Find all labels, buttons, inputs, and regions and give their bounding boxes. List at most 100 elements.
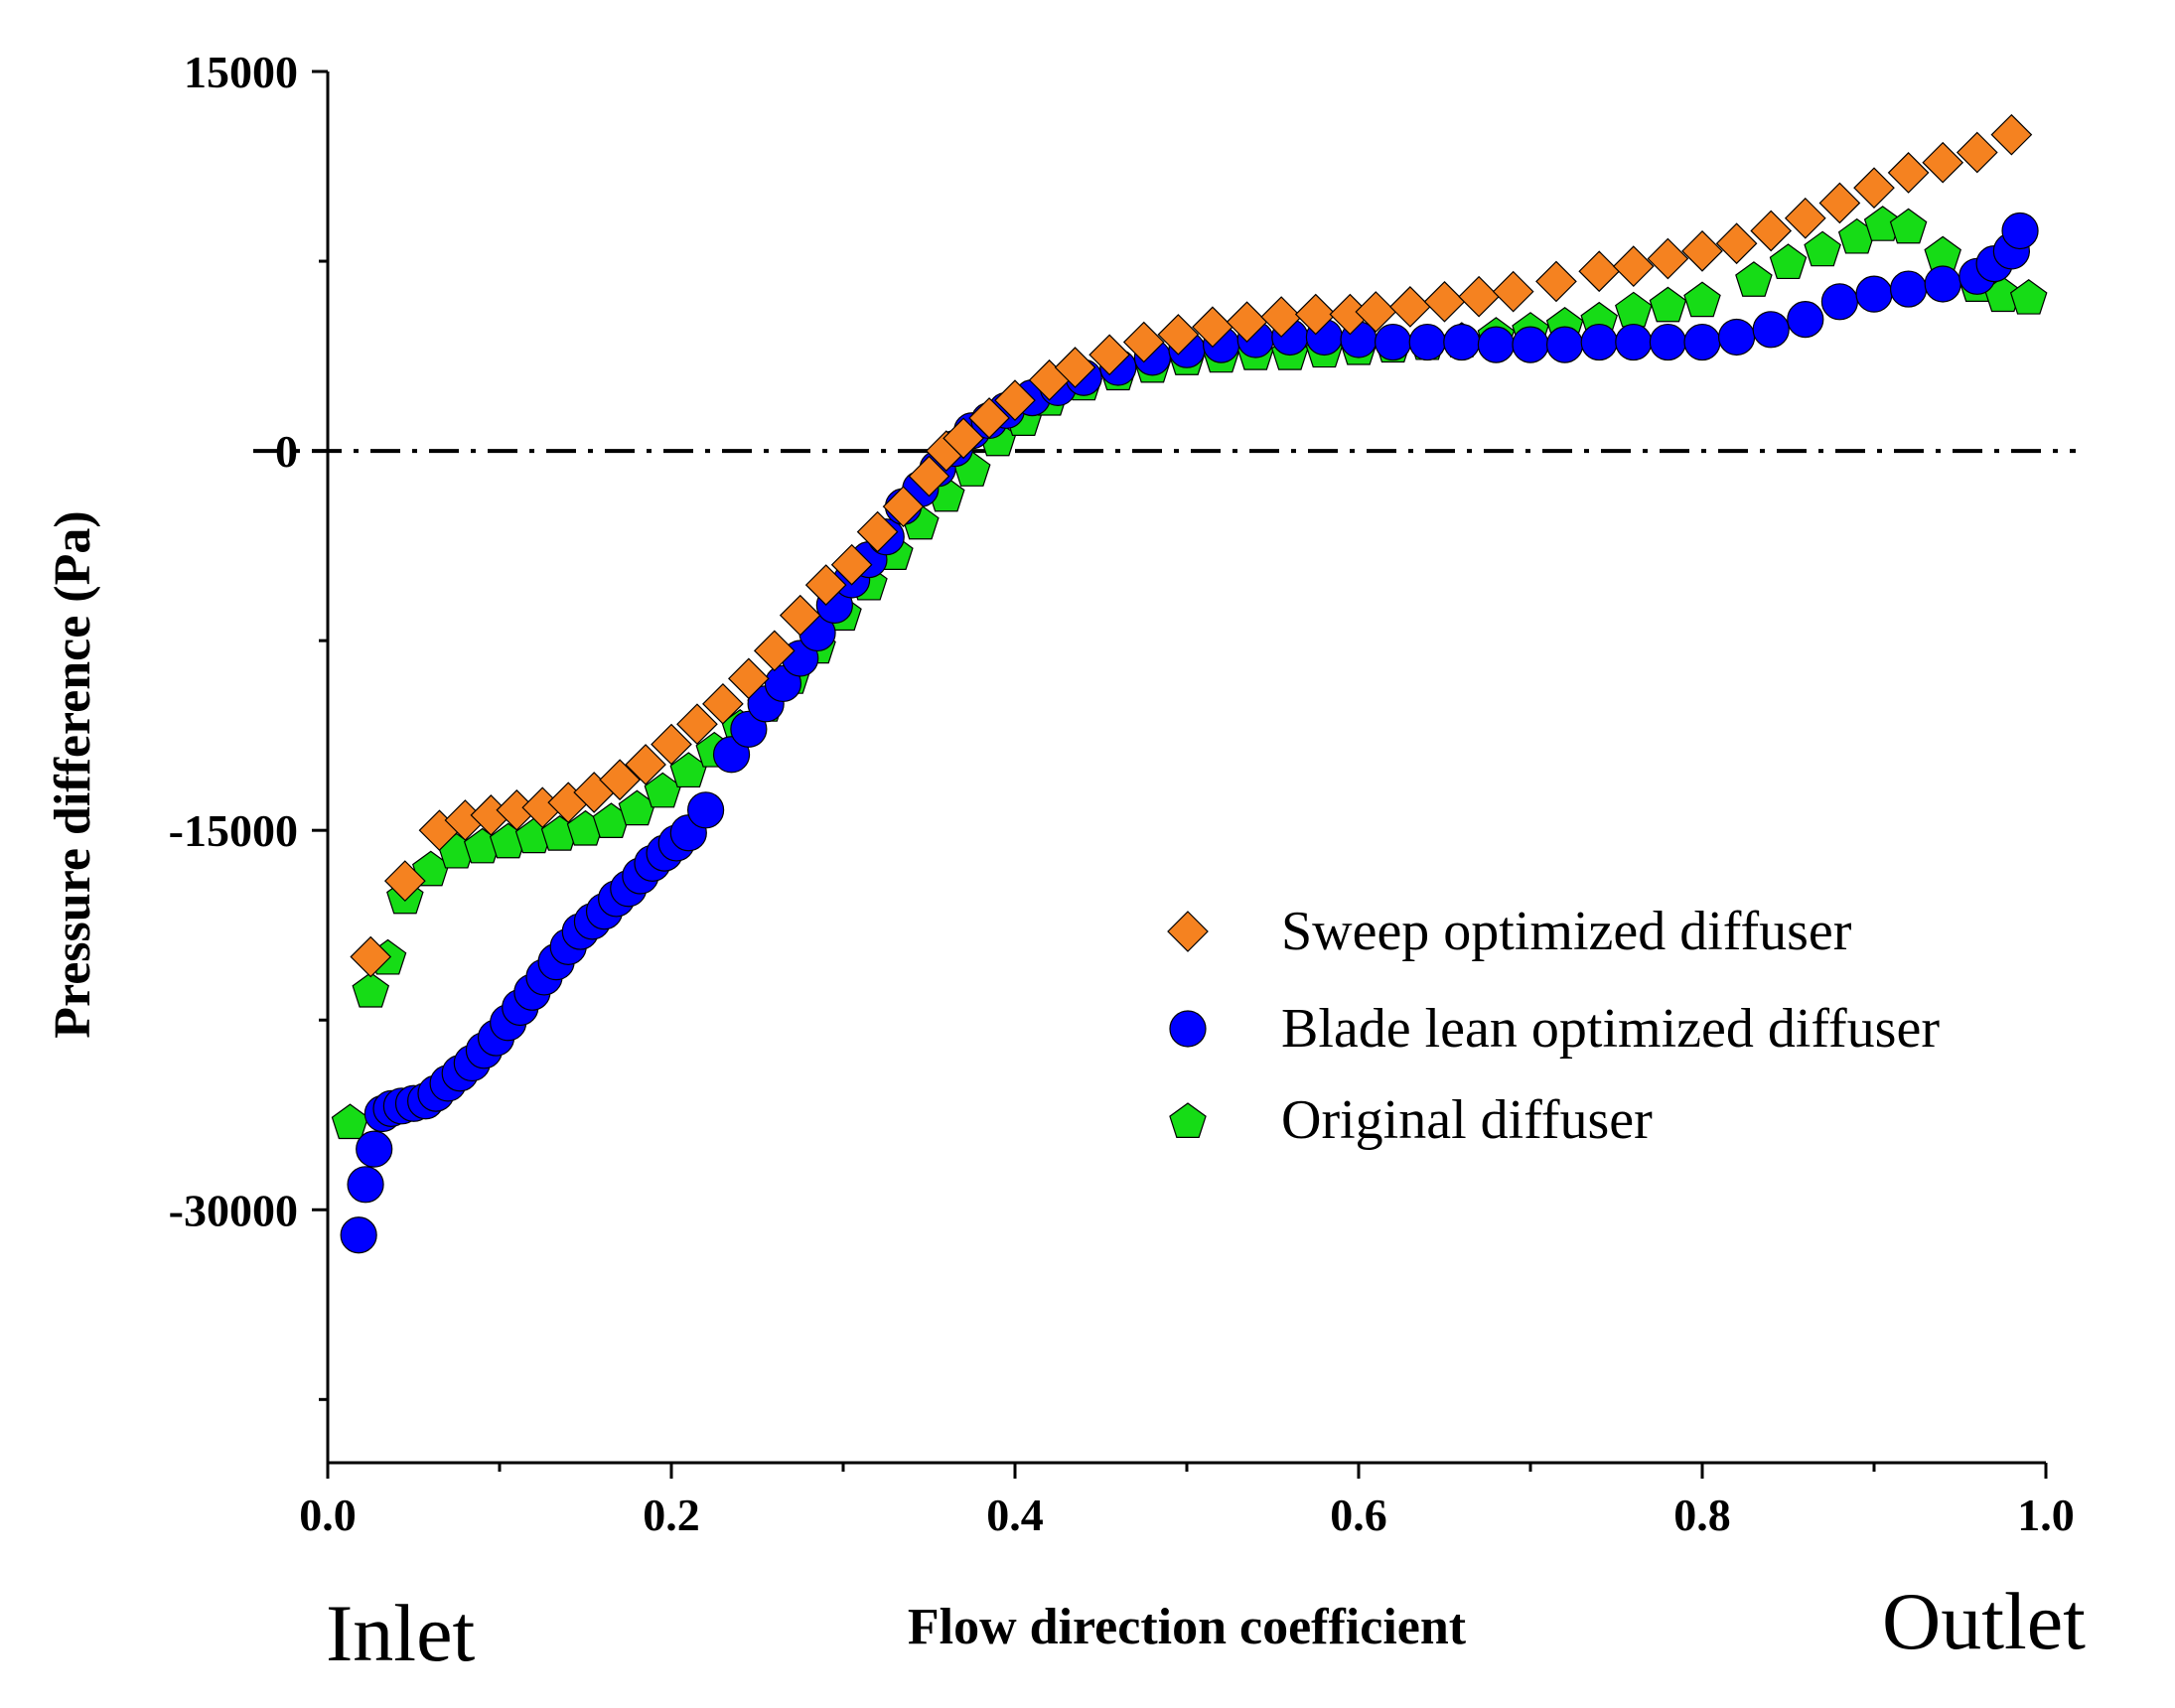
data-point	[1924, 265, 1961, 303]
data-point	[1355, 291, 1397, 333]
data-point	[1804, 230, 1841, 267]
x-tick-label: 0.8	[1673, 1490, 1731, 1540]
data-point	[1683, 281, 1721, 318]
data-point	[1408, 323, 1446, 361]
data-point	[340, 1216, 377, 1254]
x-tick-label: 1.0	[2017, 1490, 2075, 1540]
data-point	[753, 630, 796, 672]
data-point	[1853, 167, 1895, 210]
legend-label: Original diffuser	[1281, 1089, 1653, 1151]
outlet-label: Outlet	[1882, 1576, 2086, 1666]
data-point	[702, 682, 744, 725]
y-tick-label: 0	[275, 426, 298, 477]
data-point	[1717, 318, 1756, 356]
x-tick-label: 0.0	[299, 1490, 357, 1540]
inlet-label: Inlet	[326, 1588, 475, 1678]
x-tick-label: 0.2	[643, 1490, 700, 1540]
legend-marker	[1169, 1102, 1207, 1138]
data-point	[1615, 323, 1653, 361]
legend-marker	[1167, 911, 1209, 952]
data-point	[1157, 314, 1200, 356]
data-point	[1389, 286, 1431, 328]
data-point	[384, 860, 426, 902]
data-point	[779, 594, 821, 637]
data-point	[1752, 311, 1790, 349]
data-point	[686, 791, 725, 829]
data-point	[1423, 280, 1466, 323]
data-point	[1647, 237, 1689, 280]
data-point	[1492, 270, 1534, 313]
data-point	[1260, 296, 1302, 338]
data-point	[347, 1166, 384, 1204]
legend-label: Sweep optimized diffuser	[1281, 901, 1852, 962]
y-axis-title: Pressure difference (Pa)	[45, 510, 101, 1038]
data-point	[1887, 152, 1930, 194]
data-point	[830, 543, 873, 586]
data-point	[1649, 286, 1687, 323]
data-point	[1192, 306, 1233, 349]
data-point	[1750, 210, 1793, 252]
data-point	[676, 703, 718, 746]
data-point	[1580, 323, 1618, 361]
data-point	[994, 379, 1036, 421]
data-point	[1535, 260, 1577, 303]
data-point	[1818, 182, 1861, 224]
data-point	[350, 935, 392, 978]
data-point	[2001, 212, 2039, 250]
data-point	[1458, 275, 1500, 318]
data-point	[1681, 230, 1723, 272]
data-point	[1990, 113, 2033, 156]
data-point	[1088, 334, 1130, 376]
data-point	[599, 759, 641, 801]
data-point	[1922, 141, 1964, 184]
x-tick-label: 0.6	[1330, 1490, 1387, 1540]
data-point	[1787, 301, 1824, 339]
data-point	[882, 486, 925, 527]
x-axis-title: Flow direction coefficient	[908, 1599, 1467, 1655]
data-point	[356, 1130, 393, 1168]
data-point	[2009, 278, 2048, 315]
data-point	[1578, 250, 1621, 293]
data-point	[1294, 293, 1337, 336]
data-point	[1122, 321, 1165, 363]
x-tick-label: 0.4	[986, 1490, 1044, 1540]
data-point	[352, 971, 390, 1008]
data-point	[1855, 275, 1893, 313]
data-point	[908, 455, 950, 498]
data-point	[625, 744, 666, 785]
legend-marker	[1169, 1010, 1207, 1048]
y-tick-label: 15000	[184, 47, 298, 97]
data-point	[1615, 291, 1653, 328]
data-point	[1612, 245, 1655, 287]
data-points	[331, 113, 2048, 1254]
data-point	[651, 723, 692, 766]
data-point	[1735, 261, 1773, 297]
data-point	[1784, 197, 1826, 239]
data-point	[856, 510, 899, 553]
data-point	[1715, 222, 1758, 265]
data-point	[1374, 323, 1412, 361]
y-tick-label: -15000	[169, 805, 298, 856]
data-point	[1956, 131, 1998, 174]
axes: 0.0 0.2 0.4 0.6 0.8 1.0 15000 0 -15000 -30000	[169, 47, 2076, 1540]
data-point	[1226, 301, 1268, 344]
data-point	[1820, 283, 1859, 321]
data-point	[728, 657, 770, 700]
data-point	[1683, 323, 1721, 361]
y-tick-label: -30000	[169, 1185, 298, 1235]
data-point	[1769, 243, 1808, 280]
series-diamond	[350, 113, 2033, 978]
data-point	[1889, 270, 1928, 308]
data-point	[1545, 326, 1584, 363]
data-point	[1649, 323, 1687, 361]
legend-label: Blade lean optimized diffuser	[1281, 998, 1940, 1060]
data-point	[1054, 347, 1096, 388]
data-point	[331, 1103, 369, 1140]
data-point	[804, 564, 847, 606]
data-point	[968, 397, 1010, 439]
data-point	[1512, 326, 1549, 363]
data-point	[1477, 326, 1516, 363]
data-point	[942, 417, 984, 460]
data-point	[1889, 208, 1928, 244]
